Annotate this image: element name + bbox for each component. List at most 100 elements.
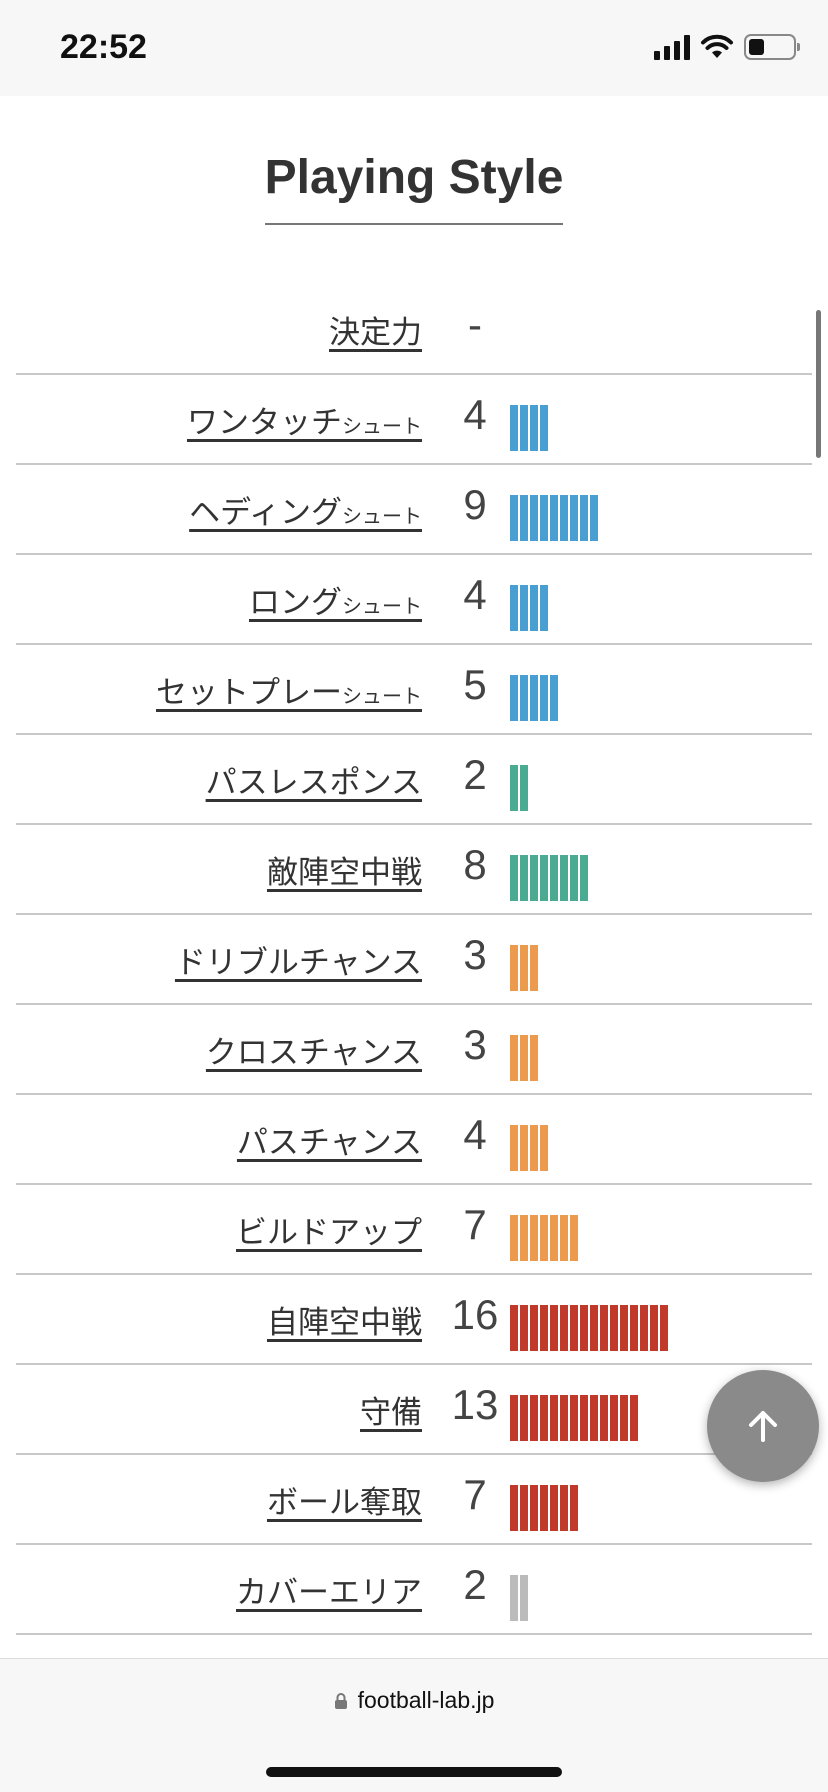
home-indicator[interactable] xyxy=(266,1767,562,1777)
stat-label-link[interactable]: 決定力 xyxy=(329,307,422,352)
stat-label-link[interactable]: 敵陣空中戦 xyxy=(267,847,422,892)
stat-bar-segment xyxy=(640,1305,648,1351)
stat-label-link[interactable]: ロングシュート xyxy=(249,577,422,622)
stat-bar-segment xyxy=(510,585,518,631)
stat-label-link[interactable]: セットプレーシュート xyxy=(156,667,422,712)
stat-row: 自陣空中戦 16 xyxy=(16,1275,812,1365)
wifi-icon xyxy=(701,34,733,58)
stat-bar-segment xyxy=(550,675,558,721)
stat-bar-segment xyxy=(550,495,558,541)
cellular-signal-icon xyxy=(654,34,690,60)
stat-label-text: 敵陣空中戦 xyxy=(267,855,422,891)
stat-label-link[interactable]: パスチャンス xyxy=(237,1117,422,1162)
stat-bar-segment xyxy=(540,1305,548,1351)
stat-value: 3 xyxy=(463,1021,487,1068)
stat-label-text: クロスチャンス xyxy=(205,1035,422,1071)
stat-bar-segment xyxy=(560,855,568,901)
stat-bar-segment xyxy=(520,495,528,541)
stat-bar-segment xyxy=(530,855,538,901)
stat-row: 守備 13 xyxy=(16,1365,812,1455)
stat-bar-segment xyxy=(530,1395,538,1441)
stat-bar-segment xyxy=(530,1485,538,1531)
stat-bar-segment xyxy=(550,855,558,901)
stat-row: パスレスポンス 2 xyxy=(16,735,812,825)
stat-bar xyxy=(510,495,598,541)
stat-bar xyxy=(510,1575,528,1621)
status-time: 22:52 xyxy=(60,28,147,66)
stat-bar-segment xyxy=(580,855,588,901)
stat-label-link[interactable]: パスレスポンス xyxy=(206,757,422,802)
stat-value: 9 xyxy=(463,481,487,528)
stat-row: ドリブルチャンス 3 xyxy=(16,915,812,1005)
stat-label-text: 自陣空中戦 xyxy=(267,1305,422,1341)
arrow-up-icon xyxy=(749,1411,777,1442)
stat-label-link[interactable]: ワンタッチシュート xyxy=(187,397,422,442)
stat-label-link[interactable]: ボール奪取 xyxy=(267,1477,422,1522)
stat-bar-segment xyxy=(530,1125,538,1171)
stat-row: パスチャンス 4 xyxy=(16,1095,812,1185)
stat-value: - xyxy=(468,301,482,348)
stat-label-link[interactable]: ヘディングシュート xyxy=(189,487,422,532)
stat-label-link[interactable]: カバーエリア xyxy=(236,1567,422,1612)
stat-bar-segment xyxy=(560,495,568,541)
stat-label-text: パスレスポンス xyxy=(205,765,422,801)
stat-value: 2 xyxy=(463,1561,487,1608)
stat-bar-segment xyxy=(540,855,548,901)
browser-bottom-bar: football-lab.jp xyxy=(0,1658,828,1792)
stat-bar-segment xyxy=(590,1305,598,1351)
stat-row: ボール奪取 7 xyxy=(16,1455,812,1545)
stat-bar-segment xyxy=(550,1395,558,1441)
stat-label-text: ロング xyxy=(249,585,342,621)
stat-label-text: パスチャンス xyxy=(236,1125,422,1161)
stat-row: ビルドアップ 7 xyxy=(16,1185,812,1275)
stat-bar-segment xyxy=(530,945,538,991)
stat-bar-segment xyxy=(520,765,528,811)
stat-label-link[interactable]: 自陣空中戦 xyxy=(267,1297,422,1342)
stat-bar-segment xyxy=(510,1215,518,1261)
stat-bar-segment xyxy=(600,1395,608,1441)
stat-bar-segment xyxy=(540,1125,548,1171)
stat-bar-segment xyxy=(540,405,548,451)
stat-bar-segment xyxy=(630,1305,638,1351)
stat-bar-segment xyxy=(580,495,588,541)
stat-bar-segment xyxy=(520,1215,528,1261)
stat-bar-segment xyxy=(520,945,528,991)
stat-bar-segment xyxy=(560,1305,568,1351)
stat-bar-segment xyxy=(630,1395,638,1441)
stat-bar-segment xyxy=(510,855,518,901)
stat-bar-segment xyxy=(620,1305,628,1351)
stat-bar-segment xyxy=(520,1395,528,1441)
stat-label-text: カバーエリア xyxy=(236,1575,422,1611)
stat-bar-segment xyxy=(510,765,518,811)
stat-value: 13 xyxy=(451,1381,499,1428)
stat-bar-segment xyxy=(520,585,528,631)
stat-bar-segment xyxy=(540,1215,548,1261)
scrollbar[interactable] xyxy=(816,310,821,458)
stat-bar-segment xyxy=(530,1035,538,1081)
stat-bar-segment xyxy=(570,1395,578,1441)
address-bar[interactable]: football-lab.jp xyxy=(0,1687,828,1714)
stat-label-text: ワンタッチ xyxy=(187,405,342,441)
stat-value: 4 xyxy=(463,571,487,618)
status-icons xyxy=(654,34,800,60)
stat-bar xyxy=(510,1035,538,1081)
stat-value: 3 xyxy=(463,931,487,978)
stat-label-link[interactable]: ビルドアップ xyxy=(236,1207,422,1252)
stat-label-link[interactable]: 守備 xyxy=(360,1387,422,1432)
stat-bar-segment xyxy=(520,1575,528,1621)
stat-bar-segment xyxy=(560,1485,568,1531)
stat-label-text: ドリブルチャンス xyxy=(174,945,422,981)
scroll-to-top-button[interactable] xyxy=(707,1370,819,1482)
stat-bar xyxy=(510,1305,668,1351)
stat-label-link[interactable]: ドリブルチャンス xyxy=(175,937,422,982)
stat-bar-segment xyxy=(520,1125,528,1171)
playing-style-list: 決定力 - ワンタッチシュート 4 ヘディングシュート 9 ロングシュート 4 セットプレーシュ… xyxy=(16,285,812,1635)
stat-bar-segment xyxy=(660,1305,668,1351)
stat-label-link[interactable]: クロスチャンス xyxy=(206,1027,422,1072)
stat-value: 4 xyxy=(463,391,487,438)
stat-row: ワンタッチシュート 4 xyxy=(16,375,812,465)
stat-value: 7 xyxy=(463,1201,487,1248)
status-bar: 22:52 xyxy=(0,0,828,96)
stat-bar-segment xyxy=(550,1215,558,1261)
stat-bar-segment xyxy=(570,1305,578,1351)
